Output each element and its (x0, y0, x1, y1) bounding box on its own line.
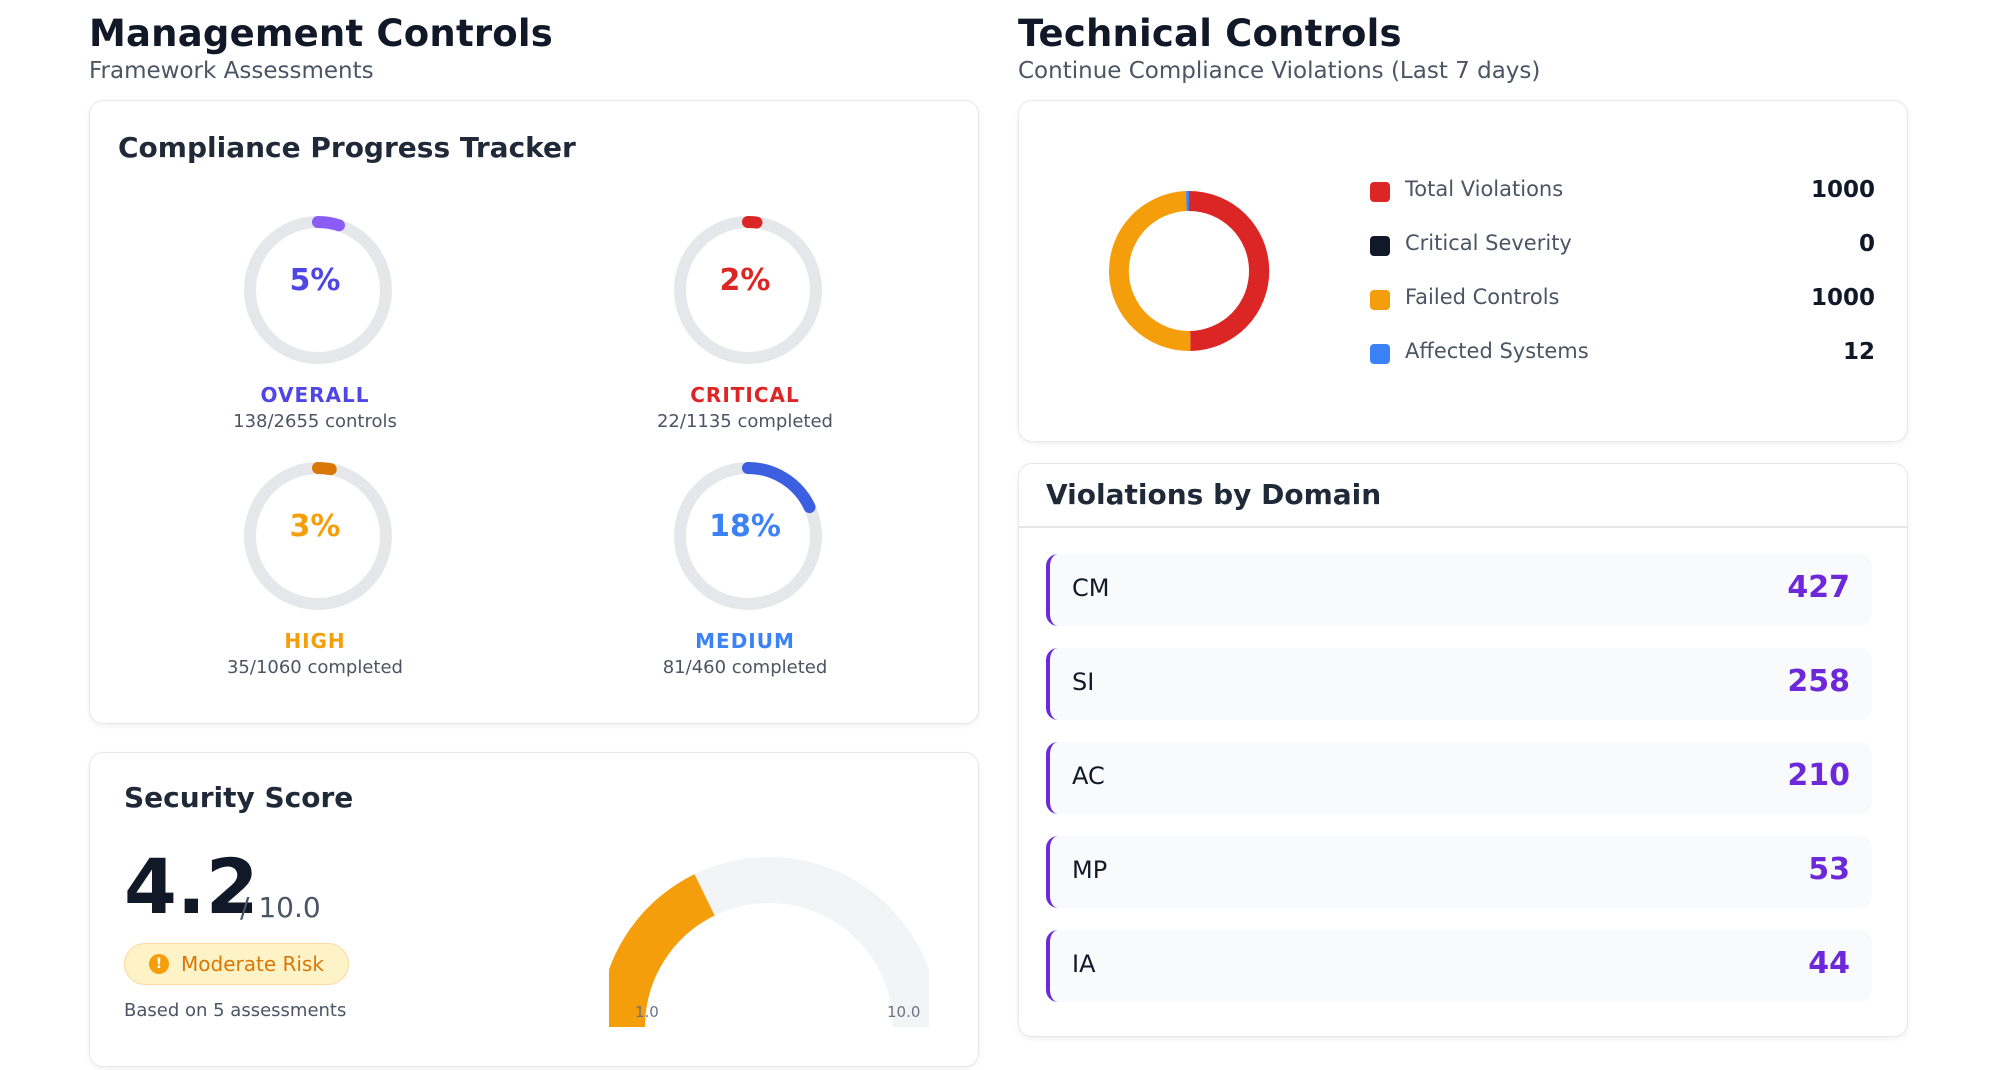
legend-value: 12 (1842, 339, 1875, 365)
legend-swatch (1370, 344, 1390, 364)
risk-label: Moderate Risk (181, 952, 324, 976)
legend-item-affected-systems: Affected Systems 12 (1370, 335, 1875, 389)
security-score-title: Security Score (124, 781, 354, 814)
domain-row-ia[interactable]: IA 44 (1046, 930, 1872, 1002)
exclamation-icon: ! (149, 954, 169, 974)
ring-critical-detail: 22/1135 completed (656, 411, 833, 432)
donut-slice-total-violations (1189, 190, 1270, 351)
donut-slice-affected-systems (1186, 191, 1189, 212)
gauge-fill (609, 874, 716, 1027)
compliance-progress-card: Compliance Progress Tracker 5% OVERALL 1… (89, 100, 979, 724)
domain-row-mp[interactable]: MP 53 (1046, 836, 1872, 908)
ring-high-chart (244, 462, 392, 610)
ring-high-detail: 35/1060 completed (226, 657, 403, 678)
ring-critical: 2% CRITICAL 22/1135 completed (580, 215, 910, 455)
technical-controls-title: Technical Controls (1018, 12, 1402, 55)
violations-summary-card: Total Violations 1000 Critical Severity … (1018, 100, 1908, 442)
violations-by-domain-title: Violations by Domain (1046, 478, 1382, 511)
domain-row-cm[interactable]: CM 427 (1046, 554, 1872, 626)
ring-critical-progress (674, 216, 822, 364)
ring-overall-detail: 138/2655 controls (233, 411, 397, 432)
domain-count: 427 (1787, 570, 1850, 605)
ring-high-percent: 3% (289, 509, 341, 544)
violations-by-domain-card: Violations by Domain CM 427 SI 258 AC 21… (1018, 463, 1908, 1037)
ring-medium: 18% MEDIUM 81/460 completed (580, 461, 910, 701)
risk-badge: ! Moderate Risk (124, 943, 349, 985)
ring-overall-label: OVERALL (260, 383, 370, 407)
security-score-max: / 10.0 (240, 891, 321, 924)
legend-value: 0 (1858, 231, 1875, 257)
domain-count: 53 (1808, 852, 1850, 887)
ring-critical-percent: 2% (719, 263, 771, 298)
ring-high: 3% HIGH 35/1060 completed (150, 461, 480, 701)
legend-swatch (1370, 290, 1390, 310)
ring-medium-chart (674, 462, 822, 610)
domain-code: MP (1072, 856, 1108, 884)
legend-value: 1000 (1810, 285, 1875, 311)
gauge-min-label: 1.0 (635, 1003, 659, 1021)
legend-swatch (1370, 182, 1390, 202)
technical-controls-subtitle: Continue Compliance Violations (Last 7 d… (1018, 58, 1541, 84)
legend-name: Total Violations (1405, 177, 1564, 201)
security-gauge (609, 857, 929, 1027)
ring-critical-label: CRITICAL (690, 383, 800, 407)
legend-item-critical-severity: Critical Severity 0 (1370, 227, 1875, 281)
legend-swatch (1370, 236, 1390, 256)
legend-item-failed-controls: Failed Controls 1000 (1370, 281, 1875, 335)
ring-high-progress (244, 462, 392, 610)
domain-code: IA (1072, 950, 1096, 978)
domain-count: 44 (1808, 946, 1850, 981)
ring-overall-chart (244, 216, 392, 364)
ring-medium-progress (674, 462, 822, 610)
domain-code: SI (1072, 668, 1095, 696)
ring-high-label: HIGH (284, 629, 346, 653)
domain-count: 258 (1787, 664, 1850, 699)
ring-overall: 5% OVERALL 138/2655 controls (150, 215, 480, 455)
domain-row-ac[interactable]: AC 210 (1046, 742, 1872, 814)
ring-overall-progress (244, 216, 392, 364)
gauge-max-label: 10.0 (887, 1003, 921, 1021)
ring-critical-chart (674, 216, 822, 364)
domain-card-header: Violations by Domain (1019, 464, 1907, 528)
ring-medium-detail: 81/460 completed (662, 657, 828, 678)
legend-name: Critical Severity (1405, 231, 1572, 255)
legend-value: 1000 (1810, 177, 1875, 203)
compliance-progress-title: Compliance Progress Tracker (118, 131, 576, 164)
domain-count: 210 (1787, 758, 1850, 793)
ring-overall-percent: 5% (289, 263, 341, 298)
violations-donut-chart (1108, 190, 1270, 352)
legend-name: Failed Controls (1405, 285, 1560, 309)
domain-code: AC (1072, 762, 1105, 790)
management-controls-title: Management Controls (89, 12, 554, 55)
management-controls-subtitle: Framework Assessments (89, 58, 374, 84)
ring-medium-percent: 18% (709, 509, 781, 544)
violations-legend: Total Violations 1000 Critical Severity … (1370, 173, 1875, 389)
donut-slice-failed-controls (1108, 191, 1191, 352)
security-score-card: Security Score 4.2 / 10.0 ! Moderate Ris… (89, 752, 979, 1067)
security-score-value: 4.2 (124, 842, 259, 931)
domain-code: CM (1072, 574, 1110, 602)
domain-row-si[interactable]: SI 258 (1046, 648, 1872, 720)
assessment-count: Based on 5 assessments (124, 1000, 347, 1021)
ring-medium-label: MEDIUM (695, 629, 795, 653)
legend-name: Affected Systems (1405, 339, 1589, 363)
legend-item-total-violations: Total Violations 1000 (1370, 173, 1875, 227)
